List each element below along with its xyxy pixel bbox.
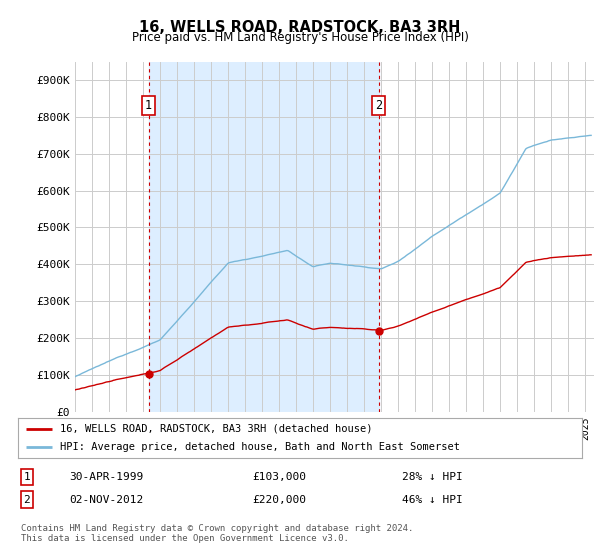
Text: 1: 1 xyxy=(23,472,31,482)
Text: 2: 2 xyxy=(23,494,31,505)
Text: Contains HM Land Registry data © Crown copyright and database right 2024.
This d: Contains HM Land Registry data © Crown c… xyxy=(21,524,413,543)
Text: 1: 1 xyxy=(145,99,152,113)
Text: 16, WELLS ROAD, RADSTOCK, BA3 3RH: 16, WELLS ROAD, RADSTOCK, BA3 3RH xyxy=(139,20,461,35)
Text: £220,000: £220,000 xyxy=(252,494,306,505)
Text: 46% ↓ HPI: 46% ↓ HPI xyxy=(402,494,463,505)
Bar xyxy=(149,62,379,412)
Text: 02-NOV-2012: 02-NOV-2012 xyxy=(69,494,143,505)
Text: 30-APR-1999: 30-APR-1999 xyxy=(69,472,143,482)
Text: £103,000: £103,000 xyxy=(252,472,306,482)
Text: Price paid vs. HM Land Registry's House Price Index (HPI): Price paid vs. HM Land Registry's House … xyxy=(131,31,469,44)
Text: HPI: Average price, detached house, Bath and North East Somerset: HPI: Average price, detached house, Bath… xyxy=(60,442,460,452)
Text: 2: 2 xyxy=(375,99,382,113)
Text: 16, WELLS ROAD, RADSTOCK, BA3 3RH (detached house): 16, WELLS ROAD, RADSTOCK, BA3 3RH (detac… xyxy=(60,424,373,433)
Text: 28% ↓ HPI: 28% ↓ HPI xyxy=(402,472,463,482)
